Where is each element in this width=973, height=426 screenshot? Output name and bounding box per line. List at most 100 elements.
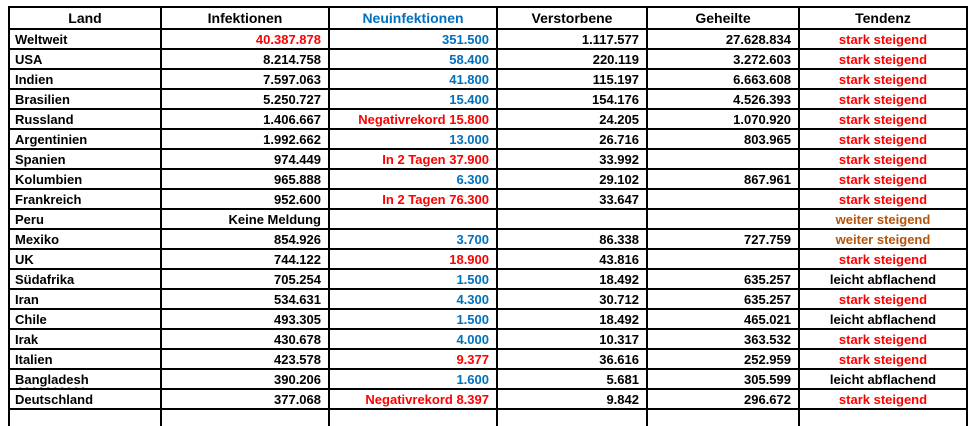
cell-tendenz[interactable]: stark steigend bbox=[798, 328, 968, 350]
cell-empty[interactable] bbox=[160, 408, 330, 426]
cell-land[interactable]: Spanien bbox=[8, 148, 162, 170]
column-header-land[interactable]: Land bbox=[8, 6, 162, 30]
cell-verstorbene[interactable]: 29.102 bbox=[496, 168, 648, 190]
cell-land[interactable]: Brasilien bbox=[8, 88, 162, 110]
cell-geheilte[interactable]: 252.959 bbox=[646, 348, 800, 370]
cell-tendenz[interactable]: leicht abflachend bbox=[798, 368, 968, 390]
cell-land[interactable]: USA bbox=[8, 48, 162, 70]
cell-land[interactable]: Indien bbox=[8, 68, 162, 90]
cell-geheilte[interactable]: 727.759 bbox=[646, 228, 800, 250]
cell-infektionen[interactable]: 534.631 bbox=[160, 288, 330, 310]
cell-verstorbene[interactable]: 1.117.577 bbox=[496, 28, 648, 50]
cell-geheilte[interactable] bbox=[646, 188, 800, 210]
cell-geheilte[interactable]: 465.021 bbox=[646, 308, 800, 330]
cell-verstorbene[interactable]: 43.816 bbox=[496, 248, 648, 270]
cell-neuinfektionen[interactable]: 6.300 bbox=[328, 168, 498, 190]
cell-infektionen[interactable]: 854.926 bbox=[160, 228, 330, 250]
column-header-infektionen[interactable]: Infektionen bbox=[160, 6, 330, 30]
cell-geheilte[interactable]: 803.965 bbox=[646, 128, 800, 150]
cell-geheilte[interactable]: 305.599 bbox=[646, 368, 800, 390]
cell-neuinfektionen[interactable]: 41.800 bbox=[328, 68, 498, 90]
cell-neuinfektionen[interactable]: 4.000 bbox=[328, 328, 498, 350]
cell-verstorbene[interactable]: 18.492 bbox=[496, 308, 648, 330]
cell-infektionen[interactable]: 7.597.063 bbox=[160, 68, 330, 90]
cell-land[interactable]: Italien bbox=[8, 348, 162, 370]
cell-verstorbene[interactable]: 10.317 bbox=[496, 328, 648, 350]
cell-tendenz[interactable]: stark steigend bbox=[798, 188, 968, 210]
cell-land[interactable]: Chile bbox=[8, 308, 162, 330]
cell-empty[interactable] bbox=[8, 408, 162, 426]
cell-verstorbene[interactable]: 115.197 bbox=[496, 68, 648, 90]
cell-empty[interactable] bbox=[798, 408, 968, 426]
cell-neuinfektionen[interactable]: 4.300 bbox=[328, 288, 498, 310]
cell-infektionen[interactable]: 965.888 bbox=[160, 168, 330, 190]
cell-verstorbene[interactable]: 220.119 bbox=[496, 48, 648, 70]
cell-neuinfektionen[interactable]: 18.900 bbox=[328, 248, 498, 270]
cell-infektionen[interactable]: 390.206 bbox=[160, 368, 330, 390]
cell-tendenz[interactable]: stark steigend bbox=[798, 108, 968, 130]
cell-land[interactable]: Iran bbox=[8, 288, 162, 310]
cell-empty[interactable] bbox=[328, 408, 498, 426]
cell-neuinfektionen[interactable]: 1.600 bbox=[328, 368, 498, 390]
cell-verstorbene[interactable]: 18.492 bbox=[496, 268, 648, 290]
cell-infektionen[interactable]: 5.250.727 bbox=[160, 88, 330, 110]
cell-neuinfektionen[interactable]: 3.700 bbox=[328, 228, 498, 250]
cell-tendenz[interactable]: stark steigend bbox=[798, 168, 968, 190]
cell-empty[interactable] bbox=[496, 408, 648, 426]
cell-infektionen[interactable]: 1.992.662 bbox=[160, 128, 330, 150]
cell-verstorbene[interactable]: 24.205 bbox=[496, 108, 648, 130]
cell-land[interactable]: Peru bbox=[8, 208, 162, 230]
cell-neuinfektionen[interactable]: Negativrekord 15.800 bbox=[328, 108, 498, 130]
cell-verstorbene[interactable]: 154.176 bbox=[496, 88, 648, 110]
cell-land[interactable]: Südafrika bbox=[8, 268, 162, 290]
cell-tendenz[interactable]: stark steigend bbox=[798, 48, 968, 70]
cell-infektionen[interactable]: 423.578 bbox=[160, 348, 330, 370]
cell-geheilte[interactable]: 363.532 bbox=[646, 328, 800, 350]
cell-verstorbene[interactable]: 86.338 bbox=[496, 228, 648, 250]
cell-verstorbene[interactable]: 26.716 bbox=[496, 128, 648, 150]
cell-tendenz[interactable]: leicht abflachend bbox=[798, 308, 968, 330]
cell-tendenz[interactable]: stark steigend bbox=[798, 288, 968, 310]
cell-neuinfektionen[interactable]: 1.500 bbox=[328, 308, 498, 330]
cell-infektionen[interactable]: 952.600 bbox=[160, 188, 330, 210]
cell-infektionen[interactable]: 430.678 bbox=[160, 328, 330, 350]
cell-land[interactable]: Bangladesh bbox=[8, 368, 162, 390]
cell-neuinfektionen[interactable]: 9.377 bbox=[328, 348, 498, 370]
cell-infektionen[interactable]: Keine Meldung bbox=[160, 208, 330, 230]
cell-infektionen[interactable]: 40.387.878 bbox=[160, 28, 330, 50]
cell-verstorbene[interactable] bbox=[496, 208, 648, 230]
cell-land[interactable]: UK bbox=[8, 248, 162, 270]
cell-tendenz[interactable]: leicht abflachend bbox=[798, 268, 968, 290]
cell-geheilte[interactable]: 3.272.603 bbox=[646, 48, 800, 70]
cell-land[interactable]: Weltweit bbox=[8, 28, 162, 50]
cell-geheilte[interactable]: 27.628.834 bbox=[646, 28, 800, 50]
cell-tendenz[interactable]: weiter steigend bbox=[798, 208, 968, 230]
cell-neuinfektionen[interactable] bbox=[328, 208, 498, 230]
cell-empty[interactable] bbox=[646, 408, 800, 426]
cell-geheilte[interactable]: 1.070.920 bbox=[646, 108, 800, 130]
cell-geheilte[interactable]: 4.526.393 bbox=[646, 88, 800, 110]
cell-geheilte[interactable] bbox=[646, 148, 800, 170]
cell-tendenz[interactable]: stark steigend bbox=[798, 128, 968, 150]
cell-neuinfektionen[interactable]: In 2 Tagen 37.900 bbox=[328, 148, 498, 170]
cell-geheilte[interactable]: 296.672 bbox=[646, 388, 800, 410]
cell-neuinfektionen[interactable]: 351.500 bbox=[328, 28, 498, 50]
cell-geheilte[interactable]: 6.663.608 bbox=[646, 68, 800, 90]
cell-tendenz[interactable]: stark steigend bbox=[798, 388, 968, 410]
cell-land[interactable]: Frankreich bbox=[8, 188, 162, 210]
cell-land[interactable]: Russland bbox=[8, 108, 162, 130]
cell-geheilte[interactable]: 635.257 bbox=[646, 268, 800, 290]
cell-geheilte[interactable] bbox=[646, 208, 800, 230]
cell-tendenz[interactable]: stark steigend bbox=[798, 28, 968, 50]
cell-land[interactable]: Argentinien bbox=[8, 128, 162, 150]
cell-tendenz[interactable]: stark steigend bbox=[798, 68, 968, 90]
cell-tendenz[interactable]: weiter steigend bbox=[798, 228, 968, 250]
cell-neuinfektionen[interactable]: 15.400 bbox=[328, 88, 498, 110]
cell-tendenz[interactable]: stark steigend bbox=[798, 248, 968, 270]
cell-land[interactable]: Irak bbox=[8, 328, 162, 350]
cell-infektionen[interactable]: 744.122 bbox=[160, 248, 330, 270]
cell-infektionen[interactable]: 377.068 bbox=[160, 388, 330, 410]
cell-neuinfektionen[interactable]: Negativrekord 8.397 bbox=[328, 388, 498, 410]
cell-verstorbene[interactable]: 33.992 bbox=[496, 148, 648, 170]
cell-tendenz[interactable]: stark steigend bbox=[798, 88, 968, 110]
